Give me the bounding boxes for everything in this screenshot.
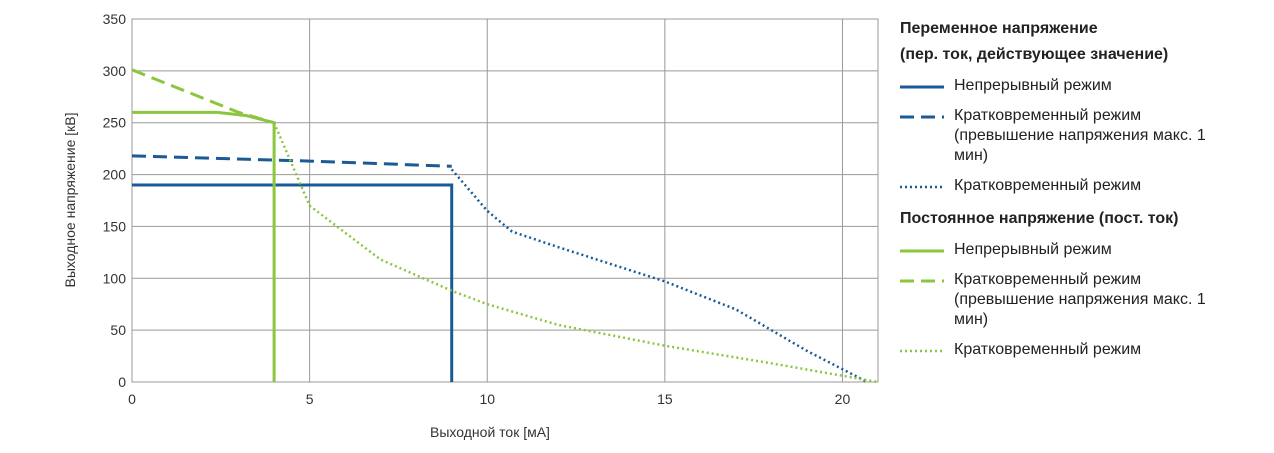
legend: Переменное напряжение (пер. ток, действую… [900,16,1260,370]
x-tick-label: 15 [657,391,673,407]
y-tick-label: 50 [110,322,126,338]
y-tick-label: 250 [103,115,127,131]
series-line [131,68,275,125]
legend-item: Кратковременный режим (превышение напряж… [900,106,1260,166]
legend-swatch [900,115,944,119]
x-tick-label: 0 [128,391,136,407]
legend-swatch [900,279,944,283]
legend-label: Кратковременный режим (превышение напряж… [954,271,1206,328]
legend-heading: (пер. ток, действующее значение) [900,46,1169,63]
legend-item: Кратковременный режим (превышение напряж… [900,270,1260,330]
series-line [450,168,868,384]
series-line [132,110,276,382]
legend-item: Кратковременный режим [900,176,1260,196]
legend-heading: Переменное напряжение [900,20,1098,37]
legend-swatch [900,349,944,353]
y-axis-label: Выходное напряжение [кВ] [62,112,78,287]
plot-frame [131,18,879,383]
legend-item: Непрерывный режим [900,240,1260,260]
series-line [132,183,454,382]
x-axis-label: Выходной ток [мА] [430,424,550,440]
x-tick-label: 10 [479,391,495,407]
legend-label: Непрерывный режим [954,241,1112,258]
y-tick-label: 200 [103,167,127,183]
y-tick-label: 300 [103,63,127,79]
legend-swatch [900,185,944,189]
legend-item: Непрерывный режим [900,76,1260,96]
legend-label: Кратковременный режим [954,341,1142,358]
legend-item: Кратковременный режим [900,340,1260,360]
series-line [131,154,452,168]
legend-swatch [900,249,944,253]
series-line [272,122,879,384]
y-tick-label: 350 [103,11,127,27]
y-tick-label: 150 [103,218,127,234]
x-tick-label: 5 [306,391,314,407]
legend-heading: Постоянное напряжение (пост. ток) [900,210,1179,227]
legend-label: Непрерывный режим [954,77,1112,94]
legend-label: Кратковременный режим [954,177,1142,194]
y-tick-label: 100 [103,270,127,286]
legend-swatch [900,85,944,89]
legend-label: Кратковременный режим (превышение напряж… [954,107,1206,164]
y-tick-label: 0 [118,374,126,390]
chart: Выходной ток [мА] Выходное напряжение [к… [62,11,879,440]
x-tick-label: 20 [835,391,851,407]
